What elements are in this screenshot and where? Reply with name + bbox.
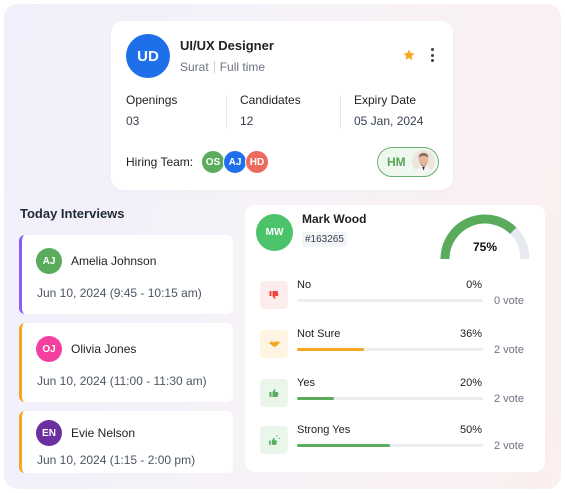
interviews-title: Today Interviews [20,206,125,221]
star-icon[interactable] [402,48,416,62]
hiring-team-label: Hiring Team: [126,155,194,169]
thumbs-down-icon [260,281,288,309]
stat-divider [226,95,227,129]
stat-candidates: Candidates 12 [240,93,301,128]
option-progress-fill [297,444,390,447]
vote-option-yes[interactable]: Yes 20% 2 vote [260,377,530,411]
thumbs-up-icon [260,379,288,407]
interviewee-avatar: OJ [36,336,62,362]
option-votes: 2 vote [494,393,524,405]
interview-card[interactable]: AJ Amelia Johnson Jun 10, 2024 (9:45 - 1… [19,235,233,314]
stat-expiry: Expiry Date 05 Jan, 2024 [354,93,423,128]
vote-option-not-sure[interactable]: Not Sure 36% 2 vote [260,328,530,362]
handshake-icon [260,330,288,358]
option-progress-track [297,348,483,351]
vote-option-no[interactable]: No 0% 0 vote [260,279,530,313]
candidate-avatar: MW [256,214,293,251]
hiring-manager-photo [412,150,435,173]
option-progress-track [297,299,483,302]
job-avatar: UD [126,34,170,78]
stat-divider [340,95,341,129]
option-label: Strong Yes [297,424,351,436]
option-votes: 2 vote [494,440,524,452]
candidate-vote-card: MW Mark Wood #163265 75% No 0% 0 vote No… [245,205,545,472]
job-meta: Surat Full time [180,60,265,74]
team-avatar[interactable]: AJ [223,150,247,174]
team-avatar[interactable]: OS [201,150,225,174]
job-title: UI/UX Designer [180,38,274,53]
option-percent: 36% [459,328,482,340]
interview-time: Jun 10, 2024 (1:15 - 2:00 pm) [37,453,196,467]
candidate-name: Mark Wood [302,212,367,226]
interviewee-avatar: AJ [36,248,62,274]
stat-value: 03 [126,114,140,128]
interviewee-name: Amelia Johnson [71,254,157,268]
option-progress-track [297,397,483,400]
option-progress-fill [297,397,335,400]
interviewee-name: Evie Nelson [71,426,136,440]
stat-openings: Openings 03 [126,93,177,128]
interview-card[interactable]: EN Evie Nelson Jun 10, 2024 (1:15 - 2:00… [19,411,233,473]
hiring-team-avatars: OS AJ HD [201,150,269,174]
interviewee-name: Olivia Jones [71,342,137,356]
person-photo-icon [412,150,435,173]
stat-value: 05 Jan, 2024 [354,114,424,128]
job-location: Surat [180,60,209,74]
job-card[interactable]: UD UI/UX Designer Surat Full time Openin… [111,21,453,190]
hiring-manager-initials: HM [387,155,406,169]
score-value: 75% [472,240,498,254]
interview-time: Jun 10, 2024 (9:45 - 10:15 am) [37,286,202,300]
option-percent: 0% [466,279,482,291]
stat-label: Openings [126,93,178,107]
stat-value: 12 [240,114,254,128]
vote-option-strong-yes[interactable]: Strong Yes 50% 2 vote [260,424,530,458]
interview-time: Jun 10, 2024 (11:00 - 11:30 am) [37,374,207,388]
stat-label: Candidates [240,93,301,107]
candidate-id: #163265 [302,232,347,247]
team-avatar[interactable]: HD [245,150,269,174]
interview-card[interactable]: OJ Olivia Jones Jun 10, 2024 (11:00 - 11… [19,323,233,402]
option-label: Not Sure [297,328,341,340]
option-progress-track [297,444,483,447]
option-votes: 2 vote [494,344,524,356]
hiring-manager-pill[interactable]: HM [377,147,439,177]
option-votes: 0 vote [494,295,524,307]
option-progress-fill [297,348,364,351]
score-gauge [440,214,530,260]
meta-divider [213,61,215,73]
more-options-icon[interactable] [427,47,437,63]
option-percent: 50% [459,424,482,436]
option-percent: 20% [459,377,482,389]
option-label: No [297,279,312,291]
gauge-fill [440,214,517,260]
option-label: Yes [297,377,315,389]
double-thumbs-up-icon [260,426,288,454]
job-type: Full time [219,60,266,74]
stat-label: Expiry Date [354,93,417,107]
interviewee-avatar: EN [36,420,62,446]
